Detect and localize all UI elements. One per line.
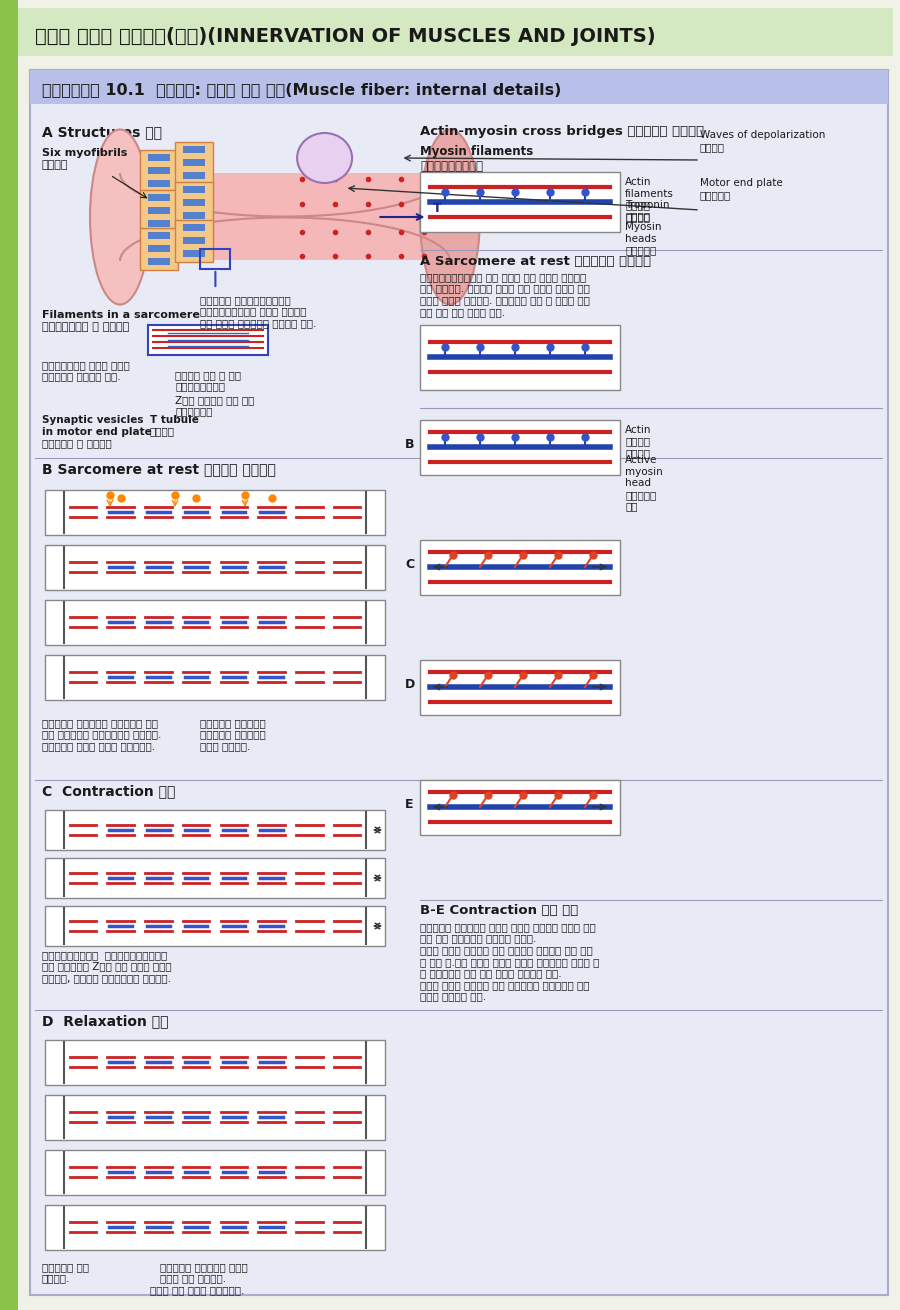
FancyBboxPatch shape: [148, 325, 268, 355]
Text: Myosin
heads
미오신머리: Myosin heads 미오신머리: [625, 221, 662, 255]
FancyBboxPatch shape: [120, 173, 450, 259]
FancyBboxPatch shape: [45, 1205, 385, 1250]
Text: 연접소포는 다시
회수된다.: 연접소포는 다시 회수된다.: [42, 1262, 89, 1284]
FancyBboxPatch shape: [183, 199, 205, 206]
FancyBboxPatch shape: [183, 250, 205, 257]
Text: B: B: [405, 439, 415, 452]
Text: Z판에 부착되어 있는 액틴
미세근육섬유: Z판에 부착되어 있는 액틴 미세근육섬유: [175, 396, 255, 417]
Text: 액틴이 처음 위치로 되돌아온다.: 액틴이 처음 위치로 되돌아온다.: [150, 1285, 245, 1296]
FancyBboxPatch shape: [420, 660, 620, 715]
Text: T: T: [432, 202, 441, 215]
FancyBboxPatch shape: [148, 258, 170, 265]
FancyBboxPatch shape: [175, 182, 213, 224]
FancyBboxPatch shape: [183, 237, 205, 244]
Text: Synaptic vesicles
in motor end plate
운동종말판 내 연접소포: Synaptic vesicles in motor end plate 운동종…: [42, 415, 152, 448]
Text: 근육형질 안에 떠 있는
미오신미세근섬유: 근육형질 안에 떠 있는 미오신미세근섬유: [175, 369, 241, 392]
FancyBboxPatch shape: [18, 8, 893, 56]
FancyBboxPatch shape: [183, 159, 205, 166]
Text: B-E Contraction 근육 수축: B-E Contraction 근육 수축: [420, 904, 578, 917]
FancyBboxPatch shape: [45, 1040, 385, 1085]
Ellipse shape: [297, 134, 352, 183]
Text: Actin-myosin cross bridges 액틴미오신 교차다리: Actin-myosin cross bridges 액틴미오신 교차다리: [420, 124, 704, 138]
FancyBboxPatch shape: [175, 220, 213, 262]
Text: 칼슘이온이 빠져나오면
미세섬유가 미끄러지는
활주가 시작된다.: 칼슘이온이 빠져나오면 미세섬유가 미끄러지는 활주가 시작된다.: [200, 718, 266, 751]
Text: 연접급함에 아세틸콜린 수용체에서 만들
어진 활동전위가 가로세관으로 파급된다.
칼슘이온이 주머니 밖으로 빠져나온다.: 연접급함에 아세틸콜린 수용체에서 만들 어진 활동전위가 가로세관으로 파급된…: [42, 718, 161, 751]
Text: 근육형질세망의 주머니 속에는
칼슘이온이 저장되이 있다.: 근육형질세망의 주머니 속에는 칼슘이온이 저장되이 있다.: [42, 360, 130, 381]
FancyBboxPatch shape: [45, 858, 385, 897]
FancyBboxPatch shape: [45, 655, 385, 700]
FancyBboxPatch shape: [140, 190, 178, 232]
Text: E: E: [405, 799, 413, 811]
Text: C: C: [405, 558, 414, 571]
FancyBboxPatch shape: [140, 151, 178, 193]
FancyBboxPatch shape: [45, 545, 385, 590]
FancyBboxPatch shape: [183, 186, 205, 193]
Text: Filaments in a sarcomere
근육원섬유마다 내 미세섬유: Filaments in a sarcomere 근육원섬유마다 내 미세섬유: [42, 310, 200, 331]
FancyBboxPatch shape: [30, 69, 888, 1296]
Text: Actin
액틴근육
미세섬유: Actin 액틴근육 미세섬유: [625, 424, 652, 458]
FancyBboxPatch shape: [148, 155, 170, 161]
Text: Active
myosin
head
활성미오신
머리: Active myosin head 활성미오신 머리: [625, 455, 662, 511]
Text: 보충설명구역 10.1  근육섬유: 자세한 내부 구조(Muscle fiber: internal details): 보충설명구역 10.1 근육섬유: 자세한 내부 구조(Muscle fiber…: [42, 83, 562, 97]
FancyBboxPatch shape: [45, 1095, 385, 1140]
Text: A Structures 구조: A Structures 구조: [42, 124, 162, 139]
FancyBboxPatch shape: [183, 224, 205, 231]
FancyBboxPatch shape: [45, 810, 385, 850]
Text: Myosin filaments
미오신근육미세섬유: Myosin filaments 미오신근육미세섬유: [420, 145, 533, 173]
FancyBboxPatch shape: [148, 232, 170, 238]
FancyBboxPatch shape: [420, 172, 620, 232]
FancyBboxPatch shape: [175, 141, 213, 183]
FancyBboxPatch shape: [30, 69, 888, 103]
FancyBboxPatch shape: [45, 490, 385, 534]
FancyBboxPatch shape: [148, 179, 170, 187]
Text: 근육과 관절의 신경분포(지배)(INNERVATION OF MUSCLES AND JOINTS): 근육과 관절의 신경분포(지배)(INNERVATION OF MUSCLES …: [35, 26, 655, 46]
FancyBboxPatch shape: [420, 421, 620, 476]
FancyBboxPatch shape: [45, 1150, 385, 1195]
FancyBboxPatch shape: [45, 600, 385, 645]
FancyBboxPatch shape: [183, 212, 205, 219]
Text: T tubule
가로세관: T tubule 가로세관: [150, 415, 199, 436]
FancyBboxPatch shape: [140, 228, 178, 270]
Text: Motor end plate
운동종판판: Motor end plate 운동종판판: [700, 178, 783, 200]
Text: 수축장치는 미오신미세근섬유와
액틴미세근육섬유가 꺼지를 끼고있는
듯한 형태의 근육섬유로 구성되어 있다.: 수축장치는 미오신미세근섬유와 액틴미세근육섬유가 꺼지를 끼고있는 듯한 형태…: [200, 295, 317, 329]
FancyBboxPatch shape: [183, 172, 205, 179]
FancyBboxPatch shape: [0, 0, 18, 1310]
Text: 칼슘이온이 가로세관의 주머니
속으로 다시 들어온다.: 칼슘이온이 가로세관의 주머니 속으로 다시 들어온다.: [160, 1262, 248, 1284]
Ellipse shape: [90, 130, 150, 304]
FancyBboxPatch shape: [420, 325, 620, 390]
FancyBboxPatch shape: [148, 220, 170, 227]
Text: 근육분절이 원통형이기 때문에 등충된 미오신의 머리가 배를
젖는 노의 모양보다는 바퀴살에 가깝다.
그러나 이들의 움직인은 배의 양쪽에서 움직이는 : 근육분절이 원통형이기 때문에 등충된 미오신의 머리가 배를 젖는 노의 모양…: [420, 922, 599, 1002]
FancyBboxPatch shape: [148, 245, 170, 252]
Text: D  Relaxation 이완: D Relaxation 이완: [42, 1014, 168, 1028]
Text: B Sarcomere at rest 휴식기의 근육분절: B Sarcomere at rest 휴식기의 근육분절: [42, 462, 276, 476]
FancyBboxPatch shape: [45, 907, 385, 946]
Text: C  Contraction 수축: C Contraction 수축: [42, 783, 176, 798]
Text: Waves of depolarization
탈분극파: Waves of depolarization 탈분극파: [700, 131, 825, 152]
Text: Troponin
트로포닌: Troponin 트로포닌: [625, 200, 670, 221]
Ellipse shape: [420, 130, 480, 304]
Text: Actin
filaments
액틴근육
미세섬유: Actin filaments 액틴근육 미세섬유: [625, 177, 674, 221]
FancyBboxPatch shape: [148, 207, 170, 214]
Text: Six myofibrils
근원섬유: Six myofibrils 근원섬유: [42, 148, 128, 169]
Text: 미오신미세근육섬유는 둥근 구형의 머리 구조가 양쪽으로
뛰어 나와있다. 트로포닌 분자가 액틴 분자의 표면을 따라
비비된 블록한 형태이다. 휴식기에: 미오신미세근육섬유는 둥근 구형의 머리 구조가 양쪽으로 뛰어 나와있다. 트…: [420, 272, 590, 317]
FancyBboxPatch shape: [148, 194, 170, 200]
Text: A Sarcomere at rest 휴식상태의 근육분절: A Sarcomere at rest 휴식상태의 근육분절: [420, 255, 651, 269]
Text: D: D: [405, 679, 415, 692]
FancyBboxPatch shape: [183, 145, 205, 153]
FancyBboxPatch shape: [420, 540, 620, 595]
FancyBboxPatch shape: [148, 166, 170, 174]
Text: 액틴미세근육섬유가  미오신미세근육섬유를
따라 미끄러지면 Z판이 서로 근접한 위치로
당겨지고, 근육섬유 전체적으로는 짧아진다.: 액틴미세근육섬유가 미오신미세근육섬유를 따라 미끄러지면 Z판이 서로 근접한…: [42, 950, 172, 984]
FancyBboxPatch shape: [420, 779, 620, 834]
